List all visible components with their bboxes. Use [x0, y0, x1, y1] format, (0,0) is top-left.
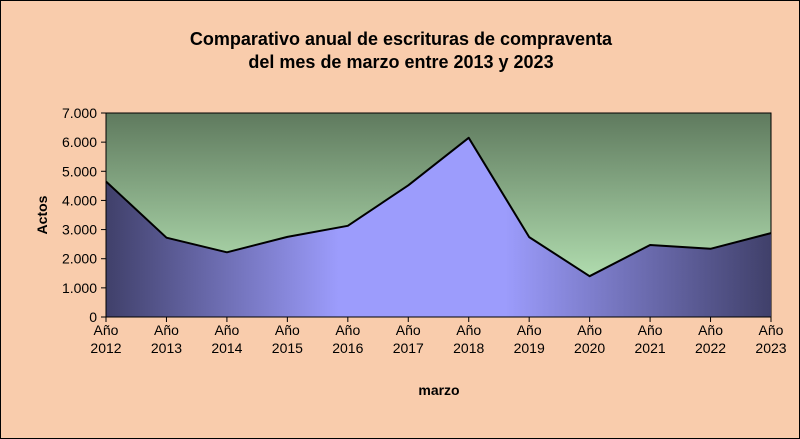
y-tick-label: 7.000 — [62, 105, 97, 121]
y-tick-label: 6.000 — [62, 134, 97, 150]
x-tick-labels: Año 2012 Año 2013 Año 2014 Año 2015 Año 2016 Año 20… — [90, 322, 786, 356]
x-tick-label: Año 2023 — [755, 322, 786, 356]
y-tick-label: 1.000 — [62, 280, 97, 296]
x-axis-label: marzo — [418, 382, 459, 398]
y-tick-label: 4.000 — [62, 192, 97, 208]
y-tick-label: 2.000 — [62, 251, 97, 267]
chart-title-line-1: Comparativo anual de escrituras de compr… — [189, 29, 613, 49]
y-tick-label: 3.000 — [62, 222, 97, 238]
y-tick-labels: 0 1.000 2.000 3.000 4.000 5.000 6.000 7.000 — [62, 105, 97, 325]
x-tick-label: Año 2012 — [90, 322, 121, 356]
x-tick-label: Año 2017 — [393, 322, 424, 356]
y-tick-label: 5.000 — [62, 163, 97, 179]
x-tick-label: Año 2021 — [635, 322, 666, 356]
y-tick-label: 0 — [89, 309, 97, 325]
x-tick-label: Año 2015 — [272, 322, 303, 356]
x-tick-label: Año 2018 — [453, 322, 484, 356]
x-tick-label: Año 2016 — [332, 322, 363, 356]
x-tick-label: Año 2014 — [211, 322, 242, 356]
axes — [101, 112, 772, 322]
x-tick-label: Año 2019 — [514, 322, 545, 356]
chart-title: Comparativo anual de escrituras de compr… — [1, 28, 800, 74]
x-tick-label: Año 2013 — [151, 322, 182, 356]
series-line — [105, 136, 772, 278]
area-series — [106, 137, 771, 317]
x-tick-label: Año 2020 — [574, 322, 605, 356]
x-tick-label: Año 2022 — [695, 322, 726, 356]
chart-title-line-2: del mes de marzo entre 2013 y 2023 — [248, 52, 554, 72]
y-axis-label: Actos — [34, 195, 50, 234]
